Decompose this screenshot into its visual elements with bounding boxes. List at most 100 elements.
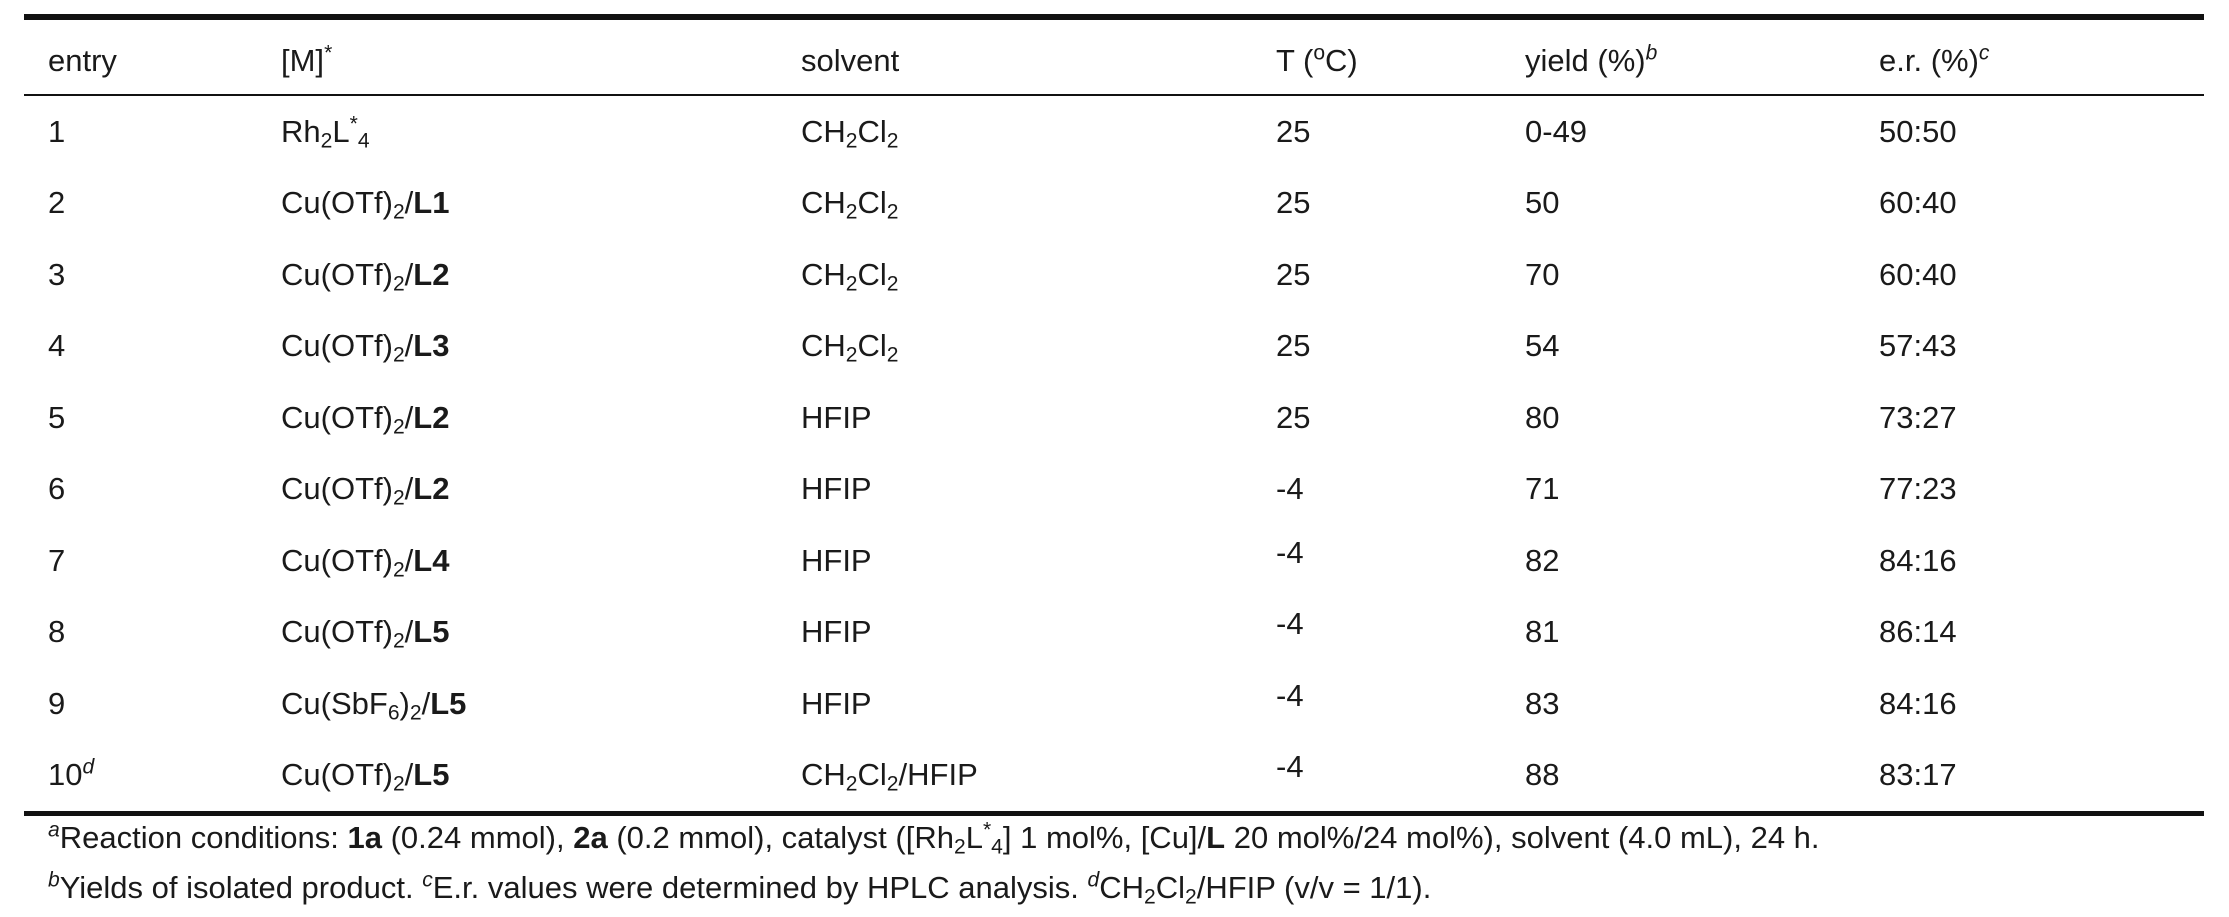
footnote-mark: a [48,818,60,842]
table-body: 1 Rh2L*4 CH2Cl2 25 0-49 50:50 2 Cu(OTf)2… [24,95,2204,816]
table-row: 1 Rh2L*4 CH2Cl2 25 0-49 50:50 [24,95,2204,168]
chem-l: L [332,113,350,149]
chem-hfip: HFIP [801,685,872,721]
cell-temperature: 25 [1276,113,1311,149]
cell-entry: 4 [48,328,66,364]
chem-slash: / [404,399,414,435]
chem-sub: 2 [392,558,405,582]
entry-value: 10 [48,757,83,793]
footnote-text: Yields of isolated product. [59,870,423,905]
header-solvent: solvent [801,14,1276,96]
header-row: entry [M]* solvent T (oC) yield (%)b e.r… [24,14,2204,96]
chem-rh: Rh [281,113,321,149]
cell-metal: Cu(OTf)2/L2 [281,382,801,454]
chem-sub: 6 [387,701,400,725]
chem-sub: 2 [845,129,858,153]
footnote-bcd: bYields of isolated product. cE.r. value… [48,864,2218,912]
cell-solvent: CH2Cl2/HFIP [801,739,1276,816]
footnote-text: E.r. values were determined by HPLC anal… [432,870,1088,905]
cell-er: 77:23 [1879,471,1957,507]
chem-star: * [982,818,992,842]
chem-ch: CH [801,256,846,292]
cell-entry: 10d [24,739,281,816]
compound-label: 1a [347,820,382,855]
cell-yield: 88 [1525,739,1879,816]
cell-er: 83:17 [1879,739,2204,816]
cell-temperature: 25 [1276,328,1311,364]
temp-value: -4 [1276,534,1304,570]
chem-sub: 2 [392,343,405,367]
cell-metal: Rh2L*4 [281,95,801,168]
chem-sub: 2 [320,129,333,153]
header-er: e.r. (%)c [1879,14,2204,96]
footnote-text: ] 1 mol%, [Cu]/ [1002,820,1207,855]
chem-ligand: L3 [413,328,450,364]
chem-ch: CH [801,328,846,364]
chem-hfip: /HFIP [898,757,978,793]
cell-solvent: CH2Cl2 [801,95,1276,168]
cell-solvent: HFIP [801,382,1276,454]
chem-ch: CH [801,185,846,221]
cell-er: 84:16 [1879,685,1957,721]
chem-cl: Cl [857,185,887,221]
chem-slash: / [421,685,431,721]
cell-temperature: 25 [1276,185,1311,221]
chem-slash: / [404,471,414,507]
cell-yield: 82 [1525,542,1560,578]
header-yield: yield (%)b [1525,14,1879,96]
chem-slash: / [404,185,414,221]
cell-yield: 71 [1525,471,1560,507]
cell-yield: 0-49 [1525,113,1588,149]
cell-entry: 2 [48,185,66,221]
header-yield-sup: b [1645,41,1658,65]
chem-hfip: HFIP [801,542,872,578]
chem-cl: Cl [857,328,887,364]
chem-ligand: L2 [413,471,450,507]
header-temp-degree: o [1313,41,1326,65]
chem-slash: / [404,256,414,292]
chem-sub: 2 [886,343,899,367]
cell-solvent: HFIP [801,525,1276,597]
temp-value: -4 [1276,677,1304,713]
cell-metal: Cu(OTf)2/L5 [281,739,801,816]
chem-cu-sbf: Cu(SbF [281,685,388,721]
chem-cu-otf: Cu(OTf) [281,399,393,435]
cell-er: 60:40 [1879,256,1957,292]
chem-slash: / [404,614,414,650]
cell-er: 50:50 [1879,113,1957,149]
table-header: entry [M]* solvent T (oC) yield (%)b e.r… [24,14,2204,96]
cell-entry: 7 [48,542,66,578]
chem-ligand: L2 [413,399,450,435]
chem-ligand: L2 [413,256,450,292]
footnote-mark: b [48,868,60,892]
cell-entry: 5 [48,399,66,435]
chem-sub: 2 [845,343,858,367]
footnote-mark: d [1087,868,1100,892]
temp-value: -4 [1276,749,1304,785]
entry-footnote-mark: d [82,755,95,779]
chem-cl: Cl [857,256,887,292]
chem-cl: Cl [1155,870,1186,905]
chem-sub: 2 [886,129,899,153]
chem-ligand: L4 [413,542,450,578]
table-row: 10d Cu(OTf)2/L5 CH2Cl2/HFIP -4 88 83:17 [24,739,2204,816]
header-metal-label: [M] [281,43,325,78]
cell-solvent: HFIP [801,597,1276,669]
chem-hfip: HFIP [801,614,872,650]
chem-sub: 2 [392,272,405,296]
chem-cu-otf: Cu(OTf) [281,542,393,578]
header-solvent-label: solvent [801,43,900,78]
cell-temperature: 25 [1276,256,1311,292]
chem-cu-otf: Cu(OTf) [281,185,393,221]
table-row: 9 Cu(SbF6)2/L5 HFIP -4 83 84:16 [24,668,2204,740]
chem-sub: 2 [845,772,858,796]
cell-temperature: -4 [1276,471,1304,507]
cell-temperature: -4 [1276,668,1525,740]
chem-sub: 2 [1185,885,1197,909]
table-row: 5 Cu(OTf)2/L2 HFIP 25 80 73:27 [24,382,2204,454]
cell-temperature: 25 [1276,399,1311,435]
chem-star: * [349,112,358,136]
chem-ch: CH [801,113,846,149]
chem-sub: 2 [392,200,405,224]
table-row: 2 Cu(OTf)2/L1 CH2Cl2 25 50 60:40 [24,168,2204,240]
